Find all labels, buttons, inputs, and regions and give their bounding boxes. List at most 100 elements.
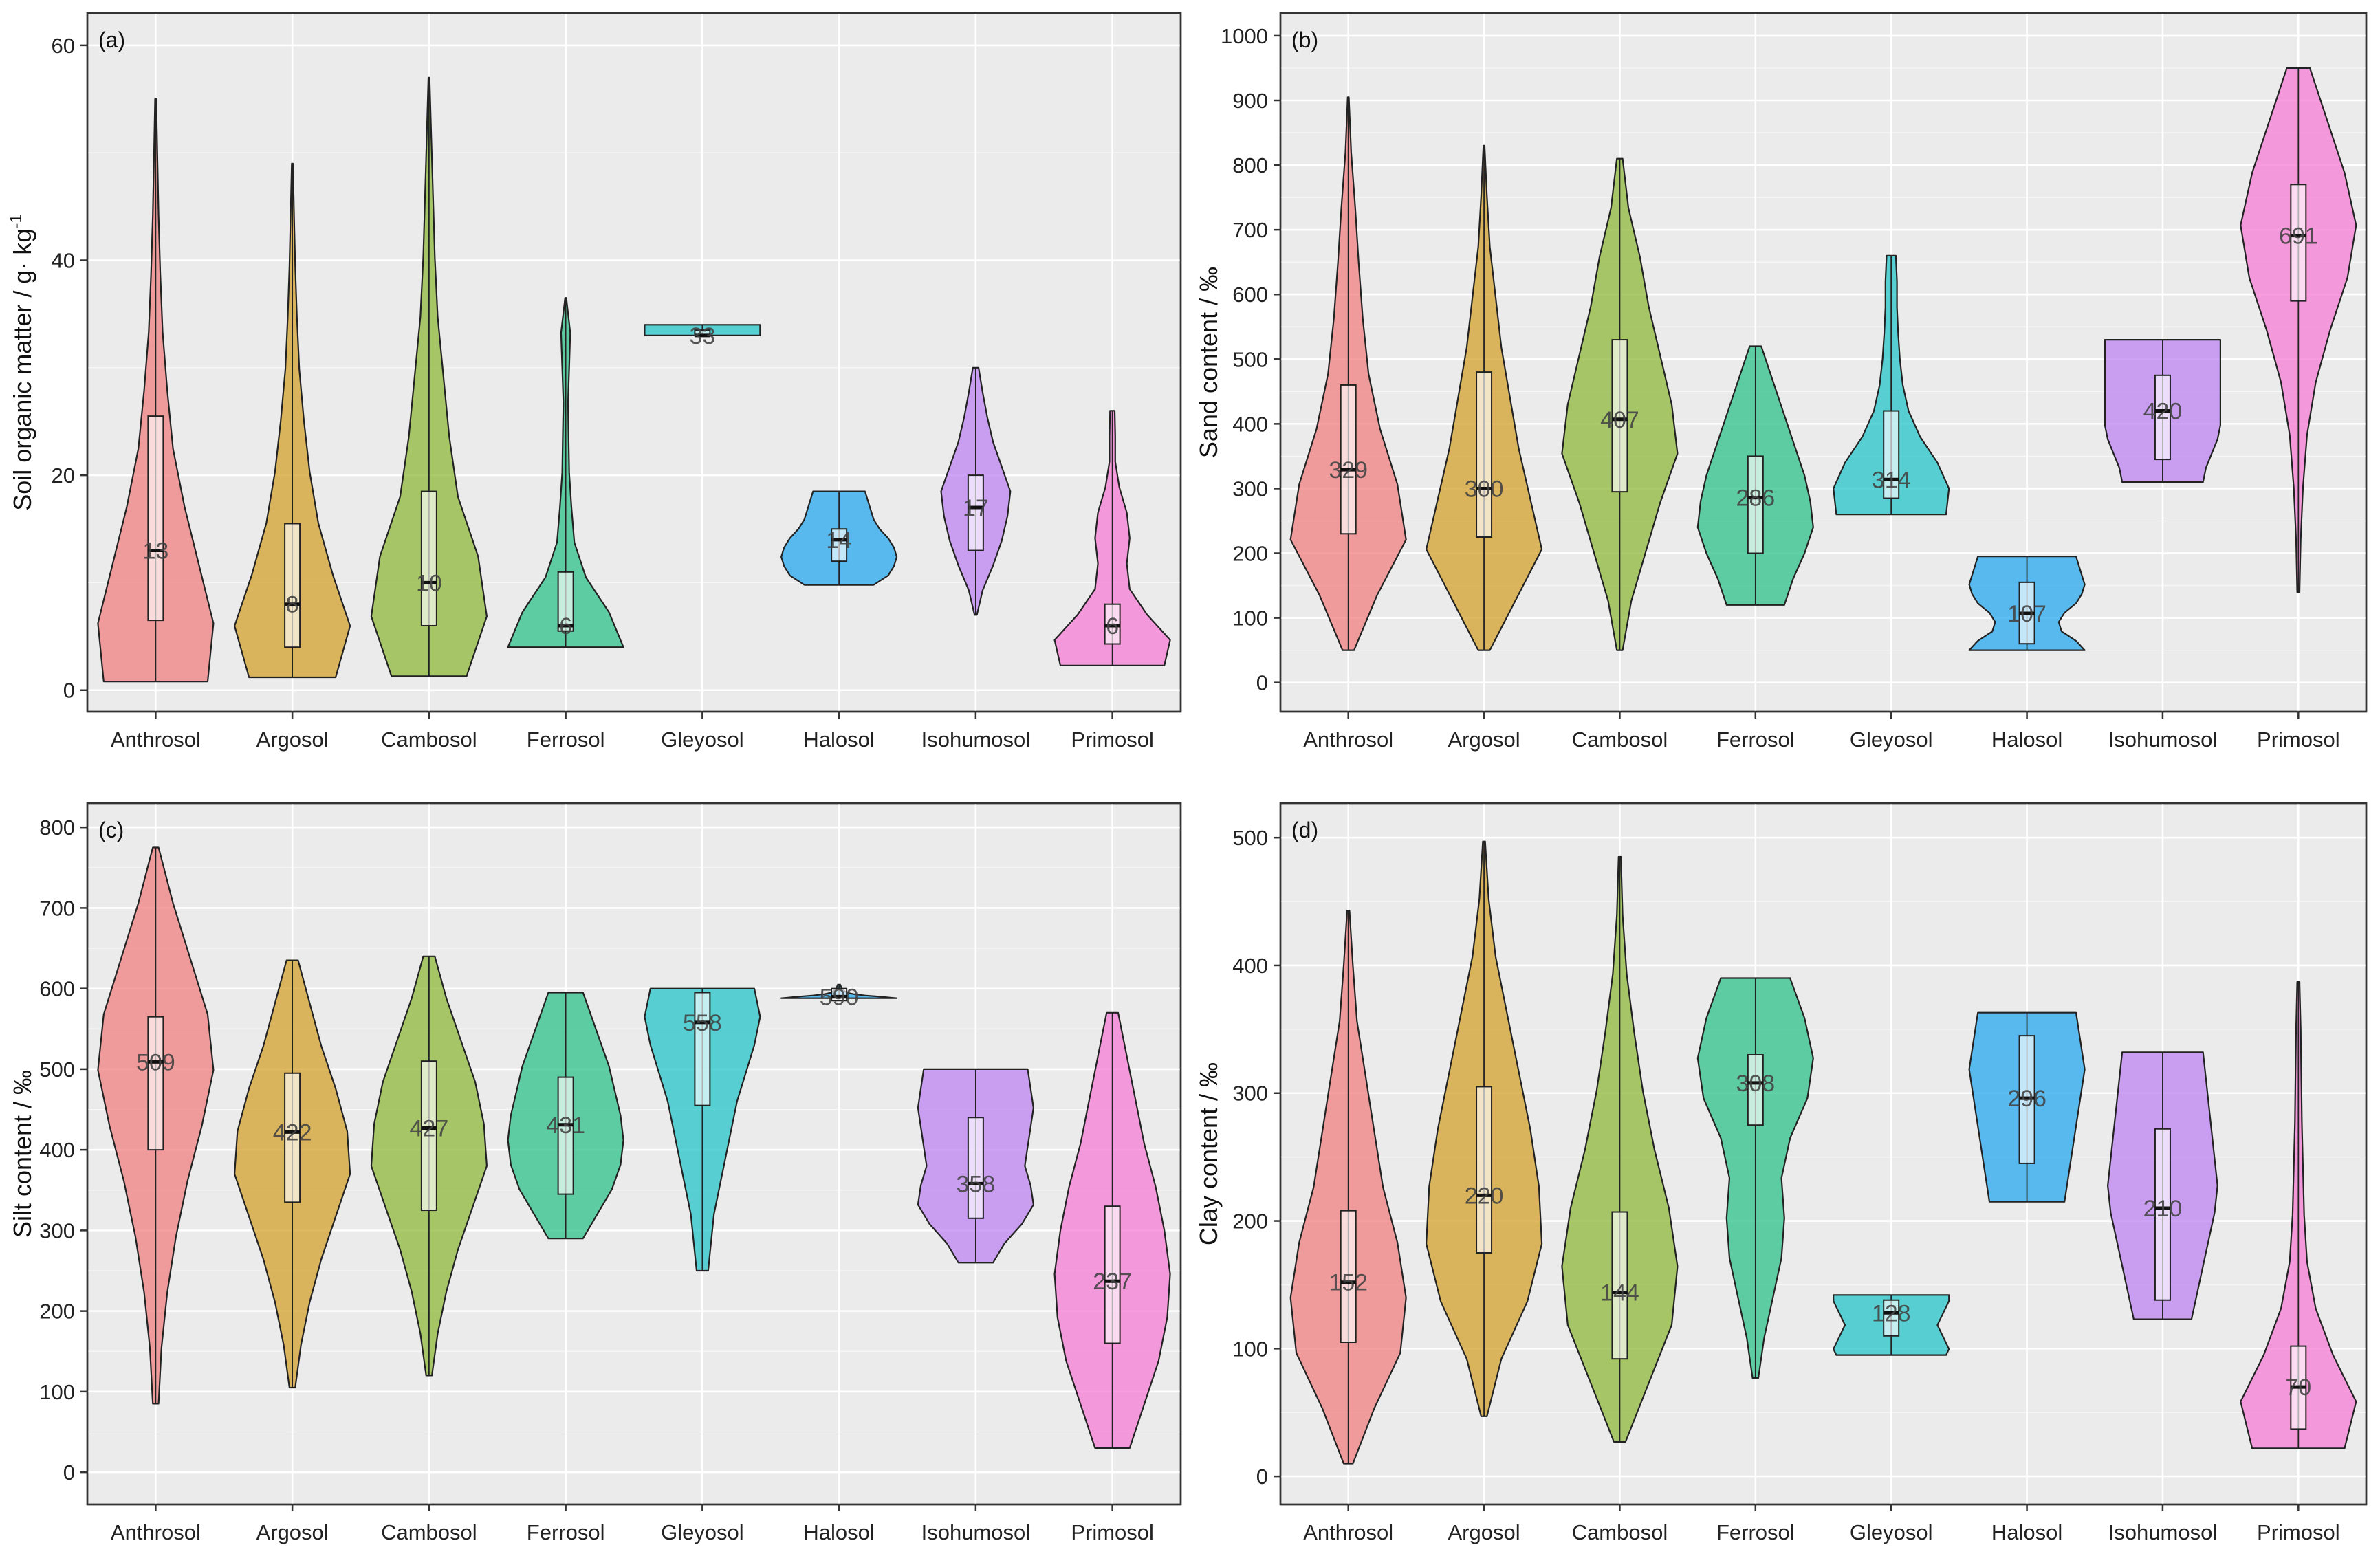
y-tick-label: 100 (39, 1380, 75, 1404)
median-label: 509 (136, 1049, 175, 1075)
median-label: 300 (1465, 476, 1504, 502)
violin-group-ferrosol: 431 (507, 992, 624, 1240)
violin-group-halosol: 590 (780, 983, 898, 1010)
x-tick-label: Halosol (803, 727, 874, 752)
x-tick-label: Halosol (803, 1520, 874, 1544)
x-tick-label: Ferrosol (527, 1520, 605, 1544)
violin-group-gleyosol: 33 (644, 323, 761, 349)
median-label: 144 (1600, 1280, 1639, 1306)
y-tick-label: 800 (1232, 153, 1268, 177)
y-axis-title-text: Soil organic matter / g· kg (8, 229, 36, 511)
y-tick-label: 0 (1256, 1465, 1268, 1489)
median-label: 6 (1106, 613, 1119, 639)
box (2154, 1128, 2171, 1301)
violin-group-argosol: 8 (234, 162, 351, 679)
median-label: 70 (2285, 1375, 2311, 1401)
box (1611, 339, 1628, 493)
median-label: 691 (2279, 223, 2318, 250)
y-axis-title-text: Silt content / ‰ (8, 1070, 36, 1238)
median-label: 420 (2143, 399, 2183, 425)
box (420, 490, 437, 626)
x-tick-label: Gleyosol (661, 1520, 744, 1544)
median-label: 422 (273, 1119, 312, 1146)
y-tick-label: 600 (39, 977, 75, 1001)
x-tick-label: Cambosol (1572, 727, 1668, 752)
median-label: 33 (689, 323, 715, 349)
median-label: 220 (1465, 1183, 1504, 1209)
x-tick-label: Isohumosol (921, 1520, 1031, 1544)
median-label: 107 (2007, 601, 2046, 627)
violin-group-halosol: 296 (1968, 1011, 2086, 1203)
median-label: 407 (1600, 407, 1639, 433)
y-tick-label: 500 (1232, 347, 1268, 371)
violin-group-anthrosol: 152 (1289, 910, 1407, 1465)
median-label: 286 (1736, 485, 1775, 512)
y-axis-title: Soil organic matter / g· kg-1 (7, 214, 36, 511)
panel-a: 13 8 10 6 33 14 17 6 (a) 0 20 40 60 Anthrosol Argosol C… (7, 12, 1182, 752)
box (1104, 1205, 1121, 1344)
median-label: 558 (683, 1010, 722, 1036)
x-tick-label: Argosol (1448, 727, 1520, 752)
median-label: 152 (1329, 1270, 1368, 1296)
median-label: 358 (957, 1171, 996, 1197)
box (2290, 184, 2307, 302)
box (2154, 374, 2171, 461)
y-tick-label: 100 (1232, 606, 1268, 631)
panel-b: 329 300 407 286 314 107 420 691 (b) 0 100 200 300 400… (1194, 12, 2368, 752)
y-tick-label: 0 (63, 1460, 75, 1485)
box (1747, 1054, 1764, 1126)
violin-group-isohumosol: 358 (917, 1068, 1034, 1264)
violin-group-argosol: 422 (234, 959, 351, 1389)
x-tick-label: Cambosol (381, 727, 477, 752)
box (967, 474, 984, 551)
violin-group-ferrosol: 286 (1696, 345, 1814, 606)
box (1340, 1210, 1357, 1344)
y-tick-label: 800 (39, 816, 75, 840)
y-tick-label: 60 (52, 34, 75, 58)
x-tick-label: Primosol (2257, 727, 2340, 752)
y-tick-label: 400 (39, 1138, 75, 1162)
box (284, 523, 301, 648)
x-tick-label: Argosol (1448, 1520, 1520, 1544)
panel-c: 509 422 427 431 558 590 358 237 (c) 0 100 200 300 400… (8, 802, 1182, 1544)
violin-group-cambosol: 427 (370, 955, 488, 1377)
box (284, 1072, 301, 1203)
violin-group-gleyosol: 314 (1833, 254, 1950, 516)
x-tick-label: Isohumosol (2108, 1520, 2218, 1544)
median-label: 237 (1093, 1269, 1132, 1295)
y-axis-title: Sand content / ‰ (1194, 267, 1223, 458)
violin-group-cambosol: 10 (370, 76, 488, 677)
y-tick-label: 300 (1232, 1082, 1268, 1106)
violin-group-isohumosol: 420 (2104, 339, 2221, 483)
median-label: 427 (410, 1115, 449, 1141)
median-label: 590 (820, 984, 859, 1010)
median-label: 17 (963, 495, 989, 521)
median-label: 10 (416, 570, 442, 596)
x-tick-label: Argosol (256, 1520, 329, 1544)
violin-group-anthrosol: 509 (97, 846, 215, 1405)
panel-label: (d) (1291, 818, 1318, 842)
median-label: 296 (2007, 1086, 2046, 1112)
violin-group-primosol: 237 (1053, 1011, 1171, 1449)
x-tick-label: Primosol (1071, 1520, 1154, 1544)
y-tick-label: 300 (39, 1218, 75, 1243)
median-label: 14 (826, 527, 852, 554)
y-tick-label: 20 (52, 463, 75, 488)
panel-label: (a) (98, 28, 125, 52)
y-tick-label: 700 (39, 896, 75, 920)
panel-d: 152 220 144 308 128 296 210 70 (d) 0 100 200 300 400 5… (1194, 802, 2368, 1544)
x-tick-label: Isohumosol (2108, 727, 2218, 752)
box (1611, 1211, 1628, 1360)
y-axis-title-text: Sand content / ‰ (1194, 267, 1223, 458)
box (420, 1060, 437, 1212)
panel-border (1279, 12, 2368, 713)
box (1883, 410, 1900, 499)
box (1883, 1299, 1900, 1337)
violin-group-ferrosol: 308 (1696, 977, 1814, 1379)
y-tick-label: 300 (1232, 477, 1268, 501)
y-tick-label: 1000 (1221, 24, 1268, 48)
x-tick-label: Isohumosol (921, 727, 1031, 752)
y-axis-title-text: Clay content / ‰ (1194, 1062, 1223, 1245)
median-label: 8 (286, 592, 299, 618)
